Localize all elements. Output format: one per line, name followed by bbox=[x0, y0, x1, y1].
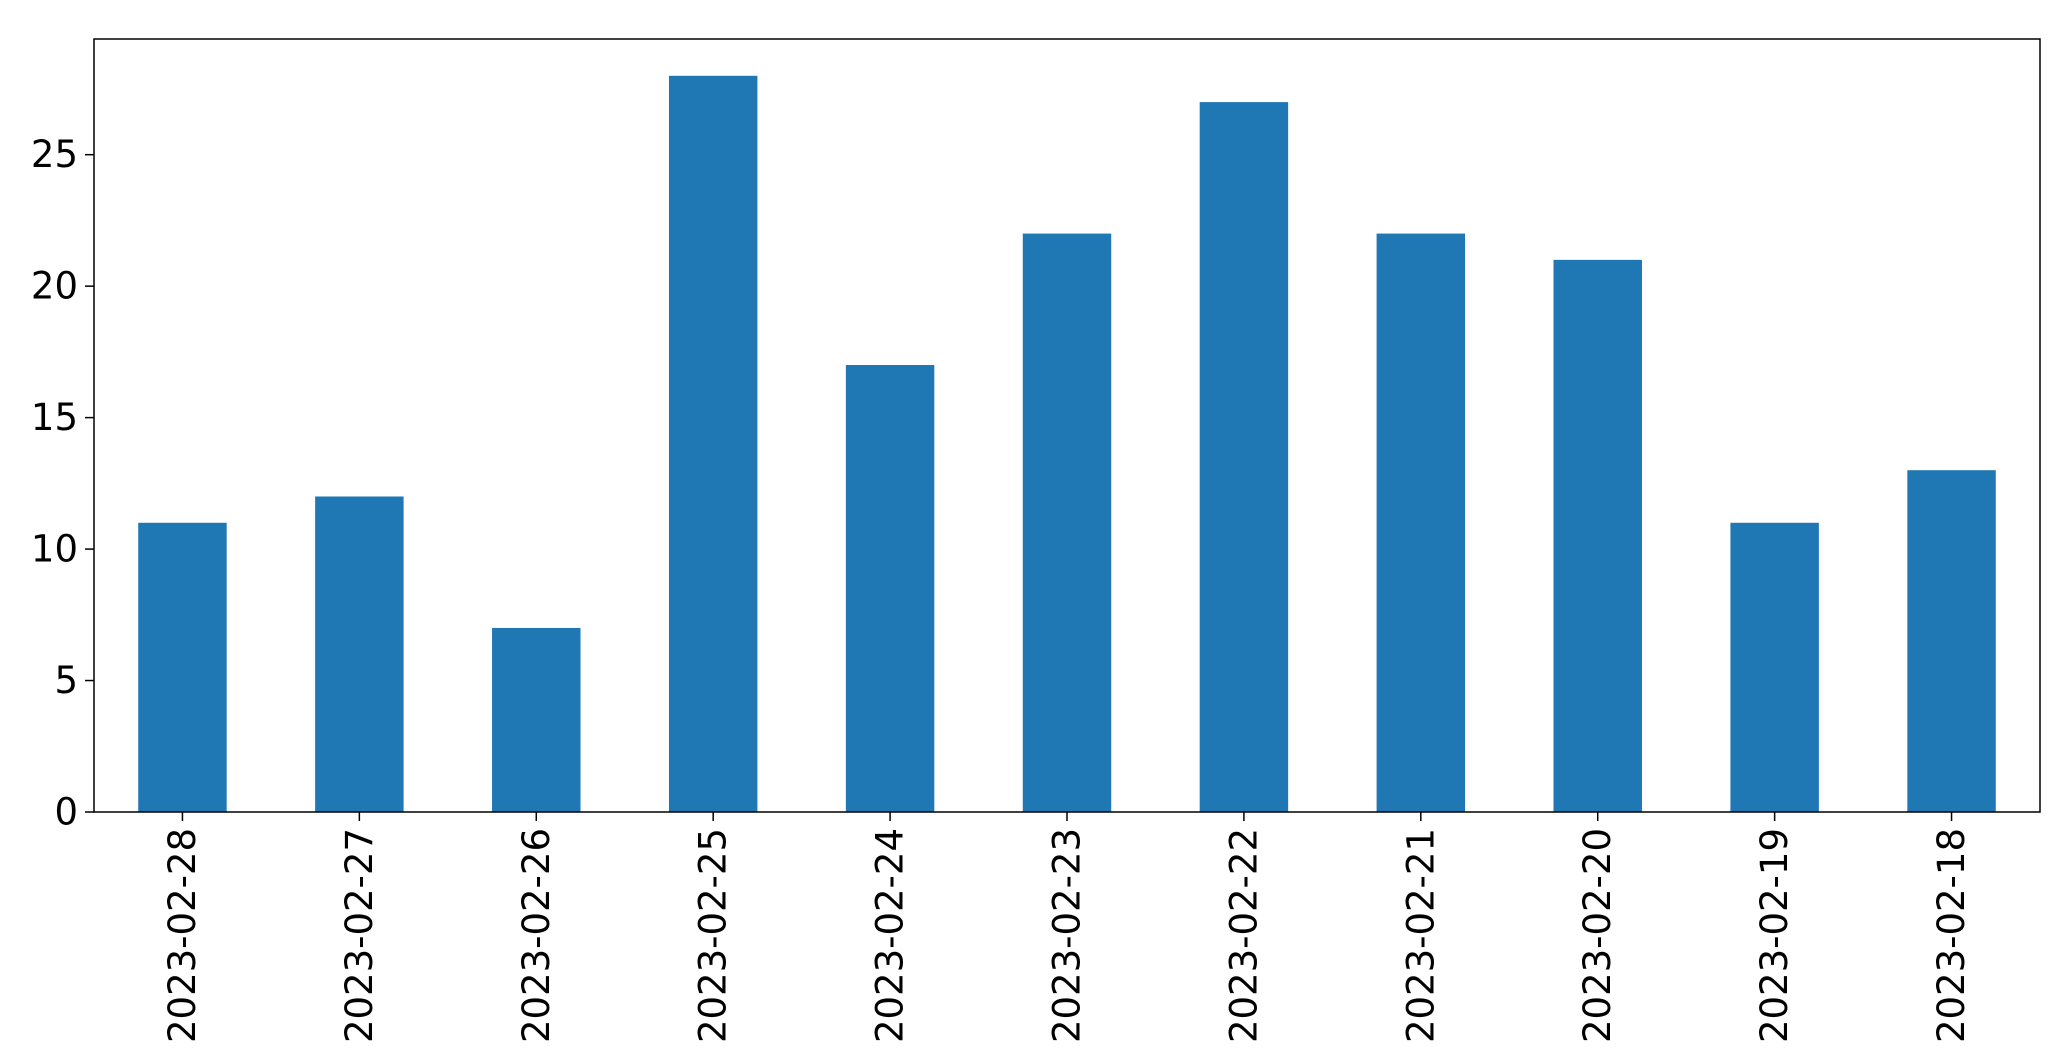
x-tick-label: 2023-02-19 bbox=[1753, 828, 1796, 1043]
x-tick-label: 2023-02-22 bbox=[1222, 828, 1265, 1043]
y-tick-label: 20 bbox=[31, 265, 78, 308]
bar-2023-02-22 bbox=[1199, 102, 1289, 812]
bar-2023-02-27 bbox=[315, 496, 404, 812]
y-axis: 0 5 10 15 20 25 bbox=[31, 133, 94, 834]
bar-2023-02-21 bbox=[1376, 233, 1466, 812]
x-tick-label: 2023-02-24 bbox=[869, 828, 912, 1043]
plot-area-frame bbox=[93, 38, 2041, 813]
bar-2023-02-20 bbox=[1553, 259, 1642, 812]
bar-2023-02-28 bbox=[138, 522, 227, 812]
bar-2023-02-24 bbox=[845, 365, 935, 812]
bar-2023-02-25 bbox=[668, 75, 758, 813]
x-tick-label: 2023-02-26 bbox=[515, 828, 558, 1043]
y-tick-label: 25 bbox=[31, 133, 78, 176]
bar-2023-02-26 bbox=[492, 627, 581, 812]
x-tick-label: 2023-02-28 bbox=[161, 828, 204, 1043]
y-tick-label: 0 bbox=[54, 791, 78, 834]
x-tick-label: 2023-02-20 bbox=[1576, 828, 1619, 1043]
bar-2023-02-23 bbox=[1022, 233, 1112, 812]
x-tick-label: 2023-02-27 bbox=[338, 828, 381, 1043]
bar-2023-02-18 bbox=[1907, 470, 1996, 812]
x-tick-label: 2023-02-21 bbox=[1399, 828, 1442, 1043]
bar-2023-02-19 bbox=[1730, 522, 1819, 812]
x-axis: 2023-02-28 2023-02-27 2023-02-26 2023-02-25… bbox=[161, 812, 1973, 1043]
bars-group bbox=[138, 75, 1996, 813]
x-tick-label: 2023-02-23 bbox=[1046, 828, 1089, 1043]
y-tick-label: 5 bbox=[54, 659, 78, 702]
x-tick-label: 2023-02-18 bbox=[1930, 828, 1973, 1043]
y-tick-label: 15 bbox=[31, 396, 78, 439]
x-tick-label: 2023-02-25 bbox=[692, 828, 735, 1043]
y-tick-label: 10 bbox=[31, 528, 78, 571]
